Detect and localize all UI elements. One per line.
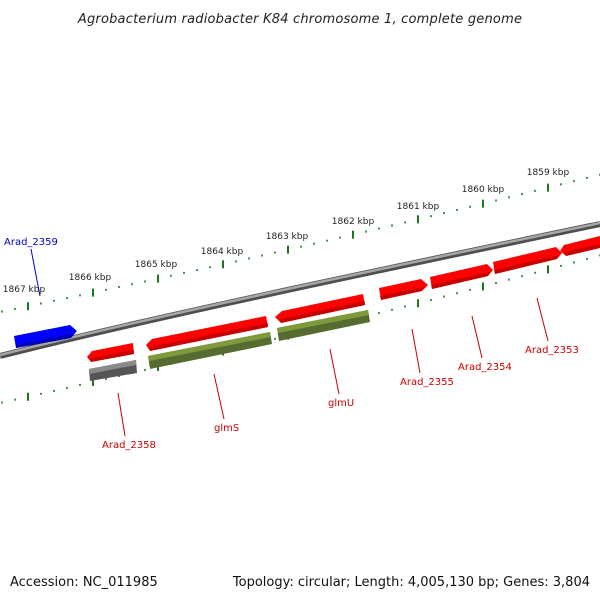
gene-glmu-outer[interactable] [275, 294, 365, 323]
tick-label-1860: 1860 kbp [462, 185, 505, 195]
gene-partial-right[interactable] [560, 236, 600, 256]
tick-label-1866: 1866 kbp [69, 273, 112, 283]
gene-arad-2358-outer[interactable] [87, 343, 134, 362]
label-arad-2359[interactable]: Arad_2359 [4, 237, 58, 248]
tick-label-1867: 1867 kbp [3, 285, 46, 295]
scale-labels: 1859 kbp 1860 kbp 1861 kbp 1862 kbp 1863… [3, 168, 570, 295]
gene-arad-2354[interactable] [430, 264, 493, 289]
gene-arad-2358[interactable] [89, 360, 137, 381]
label-glmu[interactable]: glmU [328, 398, 354, 409]
genes [14, 236, 600, 381]
accession-text: Accession: NC_011985 [10, 575, 158, 590]
tick-label-1859: 1859 kbp [527, 168, 570, 178]
tick-label-1862: 1862 kbp [332, 217, 375, 227]
label-arad-2353[interactable]: Arad_2353 [525, 345, 579, 356]
gene-arad-2353[interactable] [493, 247, 562, 274]
label-arad-2355[interactable]: Arad_2355 [400, 377, 454, 388]
map-title: Agrobacterium radiobacter K84 chromosome… [77, 12, 522, 27]
label-glms[interactable]: glmS [214, 423, 239, 434]
gene-glmu[interactable] [277, 310, 370, 341]
gene-labels: Arad_2359 Arad_2358 glmS glmU Arad_2355 … [4, 237, 579, 451]
tick-label-1865: 1865 kbp [135, 260, 178, 270]
gene-glms-outer[interactable] [146, 316, 268, 351]
gene-arad-2355[interactable] [379, 279, 428, 300]
label-arad-2354[interactable]: Arad_2354 [458, 362, 512, 373]
outer-scale [1, 173, 600, 313]
tick-label-1863: 1863 kbp [266, 232, 309, 242]
genome-summary-text: Topology: circular; Length: 4,005,130 bp… [232, 575, 590, 590]
gene-glms[interactable] [148, 332, 272, 369]
tick-label-1864: 1864 kbp [201, 247, 244, 257]
tick-label-1861: 1861 kbp [397, 202, 440, 212]
label-arad-2358[interactable]: Arad_2358 [102, 440, 156, 451]
gene-arad-2359[interactable] [14, 325, 77, 348]
